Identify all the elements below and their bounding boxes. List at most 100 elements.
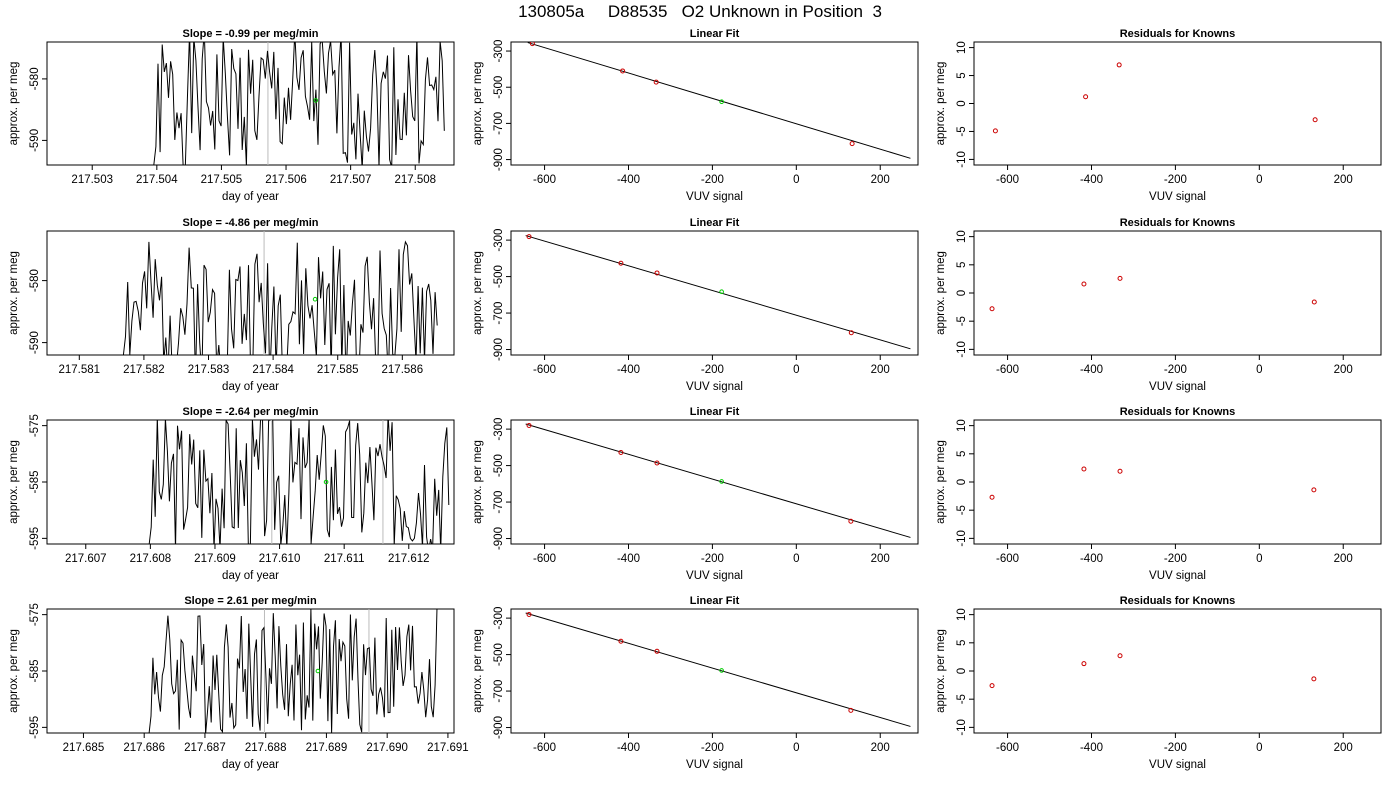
panel-title: Linear Fit <box>690 595 740 607</box>
x-tick-label: 217.611 <box>324 553 365 565</box>
x-axis-label: VUV signal <box>686 381 743 393</box>
residual-point <box>1312 117 1318 123</box>
y-tick-label: -700 <box>493 680 505 703</box>
y-axis-label: approx. per meg <box>472 62 484 146</box>
x-tick-label: -600 <box>996 364 1019 376</box>
y-tick-label: -5 <box>956 316 968 326</box>
y-tick-label: -900 <box>493 148 505 171</box>
x-tick-label: -200 <box>701 174 724 186</box>
panel-fit-row-2: Linear Fit -600 -400 -200 0 200 -300 -500 -700 -9… <box>472 217 919 393</box>
x-tick-label: -600 <box>996 742 1019 754</box>
y-axis-label: approx. per meg <box>935 440 947 524</box>
current-point <box>315 668 321 674</box>
x-tick-label: 217.507 <box>330 174 372 186</box>
known-point <box>848 330 854 336</box>
x-tick-label: 217.608 <box>130 553 172 565</box>
y-tick-label: 5 <box>956 72 968 78</box>
x-tick-label: 0 <box>793 742 799 754</box>
y-tick-label: 0 <box>956 479 968 485</box>
y-tick-label: -900 <box>493 716 505 739</box>
y-tick-label: -10 <box>956 151 968 168</box>
current-point <box>313 98 319 103</box>
x-axis-label: day of year <box>222 191 279 203</box>
y-tick-label: -5 <box>956 505 968 515</box>
y-tick-label: 0 <box>956 668 968 674</box>
x-tick-label: -400 <box>617 553 640 565</box>
panel-title: Residuals for Knowns <box>1120 406 1236 418</box>
plot-data <box>989 466 1317 500</box>
x-tick-label: 217.685 <box>63 742 105 754</box>
x-axis-label: VUV signal <box>1149 759 1206 771</box>
current-point <box>312 296 318 302</box>
residual-point <box>1311 487 1317 493</box>
residual-point <box>1311 676 1317 682</box>
x-tick-label: -400 <box>1080 174 1103 186</box>
plot-data <box>148 609 438 733</box>
fit-line <box>527 42 911 159</box>
x-tick-label: 217.508 <box>394 174 436 186</box>
known-point <box>526 422 532 428</box>
x-tick-label: 217.607 <box>65 553 107 565</box>
panel-slope-row-4: Slope = 2.61 per meg/min 217.685 217.686 21… <box>8 595 469 771</box>
known-point <box>620 68 626 74</box>
known-point <box>654 270 660 276</box>
x-axis-label: VUV signal <box>1149 191 1206 203</box>
y-axis-label: approx. per meg <box>935 251 947 335</box>
x-tick-label: -600 <box>533 364 556 376</box>
panel-fit-row-4: Linear Fit -600 -400 -200 0 200 -300 -500 -700 -9… <box>472 595 919 771</box>
trace-line <box>148 420 450 544</box>
y-tick-label: -585 <box>29 659 41 682</box>
x-tick-label: -200 <box>1164 742 1187 754</box>
y-tick-label: 10 <box>956 230 968 243</box>
plot-data <box>992 62 1318 134</box>
y-axis-label: approx. per meg <box>8 629 20 713</box>
trace-line <box>148 609 438 733</box>
x-tick-label: -200 <box>1164 174 1187 186</box>
y-tick-label: 5 <box>956 640 968 646</box>
y-tick-label: -300 <box>493 40 505 63</box>
x-tick-label: -400 <box>617 364 640 376</box>
x-tick-label: -400 <box>617 742 640 754</box>
y-tick-label: -300 <box>493 229 505 252</box>
x-tick-label: 217.503 <box>71 174 113 186</box>
known-point <box>848 707 854 713</box>
residual-point <box>1117 275 1123 281</box>
known-point <box>618 638 624 644</box>
panel-title: Slope = 2.61 per meg/min <box>184 595 317 607</box>
y-tick-label: 10 <box>956 41 968 54</box>
panel-title: Linear Fit <box>690 217 740 229</box>
y-tick-label: -595 <box>29 527 41 550</box>
unknown-point <box>719 479 724 484</box>
x-tick-label: 0 <box>1256 364 1262 376</box>
panel-residuals-row-3: Residuals for Knowns -600 -400 -200 0 200 10 5 0… <box>935 406 1382 582</box>
current-point <box>323 479 329 485</box>
plot-data <box>989 653 1317 689</box>
residual-point <box>1081 281 1087 287</box>
panel-title: Slope = -2.64 per meg/min <box>182 406 318 418</box>
x-axis-label: VUV signal <box>1149 570 1206 582</box>
x-tick-label: 217.612 <box>388 553 430 565</box>
y-tick-label: -580 <box>29 67 41 90</box>
panel-residuals-row-4: Residuals for Knowns -600 -400 -200 0 200 10 5 0… <box>935 595 1382 771</box>
unknown-point <box>719 289 724 295</box>
y-tick-label: -595 <box>29 716 41 739</box>
y-tick-label: -900 <box>493 527 505 550</box>
x-tick-label: 200 <box>1334 553 1353 565</box>
x-tick-label: 217.688 <box>245 742 287 754</box>
panel-slope-row-2: Slope = -4.86 per meg/min 217.581 217.582 2… <box>8 217 455 393</box>
known-point <box>618 260 624 266</box>
x-tick-label: -600 <box>996 553 1019 565</box>
y-tick-label: -10 <box>956 719 968 736</box>
x-tick-label: 200 <box>871 364 890 376</box>
fit-line <box>525 235 911 350</box>
y-axis-label: approx. per meg <box>472 251 484 335</box>
x-tick-label: 200 <box>871 553 890 565</box>
panel-title: Slope = -4.86 per meg/min <box>182 217 318 229</box>
x-axis-label: VUV signal <box>1149 381 1206 393</box>
known-point <box>848 518 854 524</box>
x-tick-label: 217.581 <box>59 364 101 376</box>
known-point <box>526 611 532 617</box>
x-tick-label: -400 <box>617 174 640 186</box>
plot-frame <box>510 608 919 734</box>
x-tick-label: 217.583 <box>188 364 230 376</box>
